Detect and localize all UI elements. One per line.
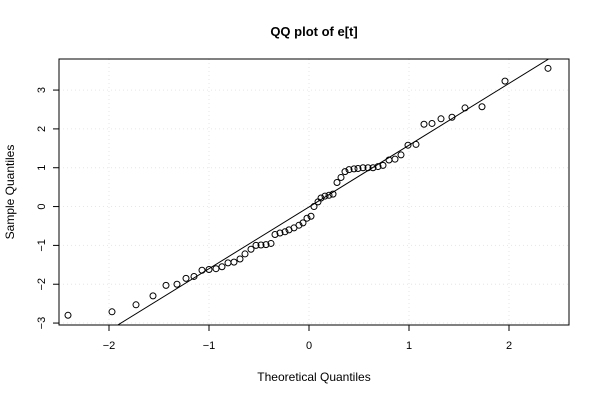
y-tick-label: 1 [36, 165, 48, 171]
data-point [461, 104, 469, 112]
data-point [307, 212, 315, 220]
data-point [337, 173, 345, 181]
data-points [64, 64, 552, 319]
y-tick-label: −2 [36, 278, 48, 291]
data-point [478, 103, 486, 111]
data-point [341, 168, 349, 176]
data-point [224, 259, 232, 267]
data-point [350, 165, 358, 173]
data-point [132, 301, 140, 309]
data-point [108, 308, 116, 316]
y-tick-label: 0 [36, 203, 48, 209]
y-tick-label: 2 [36, 126, 48, 132]
data-point [321, 192, 329, 200]
x-tick-label: −1 [203, 340, 216, 352]
data-point [404, 141, 412, 149]
data-point [212, 265, 220, 273]
data-point [276, 229, 284, 237]
data-point [303, 214, 311, 222]
data-point [173, 280, 181, 288]
data-point [198, 266, 206, 274]
data-point [544, 64, 552, 72]
data-point [379, 161, 387, 169]
x-tick-label: 2 [506, 340, 512, 352]
data-point [374, 163, 382, 171]
data-point [299, 219, 307, 227]
data-point [247, 245, 255, 253]
axes: −2 −1 0 1 2 −3 −2 −1 0 1 2 3 [36, 87, 512, 352]
data-point [412, 140, 420, 148]
data-point [182, 274, 190, 282]
data-point [364, 164, 372, 172]
x-tick-label: −2 [103, 340, 116, 352]
chart-title: QQ plot of e[t] [270, 24, 357, 39]
data-point [391, 155, 399, 163]
data-point [64, 311, 72, 319]
data-point [369, 164, 377, 172]
grid [59, 59, 569, 325]
data-point [420, 120, 428, 128]
data-point [267, 239, 275, 247]
data-point [262, 241, 270, 249]
data-point [271, 231, 279, 239]
data-point [281, 228, 289, 236]
data-point [252, 241, 260, 249]
data-point [162, 281, 170, 289]
data-point [501, 77, 509, 85]
data-point [333, 178, 341, 186]
data-point [397, 151, 405, 159]
data-point [448, 113, 456, 121]
data-point [325, 191, 333, 199]
y-axis-label: Sample Quantiles [3, 145, 17, 240]
y-tick-label: 3 [36, 87, 48, 93]
data-point [230, 258, 238, 266]
x-axis-label: Theoretical Quantiles [257, 370, 370, 384]
data-point [190, 272, 198, 280]
data-point [359, 164, 367, 172]
data-point [218, 263, 226, 271]
data-point [236, 255, 244, 263]
x-tick-label: 1 [406, 340, 412, 352]
plot-frame [58, 58, 570, 326]
y-tick-label: −1 [36, 239, 48, 252]
x-tick-label: 0 [306, 340, 312, 352]
data-point [205, 265, 213, 273]
data-point [295, 221, 303, 229]
data-point [317, 194, 325, 202]
data-point [354, 165, 362, 173]
y-tick-label: −3 [36, 317, 48, 330]
data-point [428, 119, 436, 127]
data-point [241, 250, 249, 258]
data-point [345, 166, 353, 174]
data-point [329, 190, 337, 198]
data-point [257, 241, 265, 249]
data-point [310, 203, 318, 211]
data-point [149, 292, 157, 300]
data-point [437, 115, 445, 123]
